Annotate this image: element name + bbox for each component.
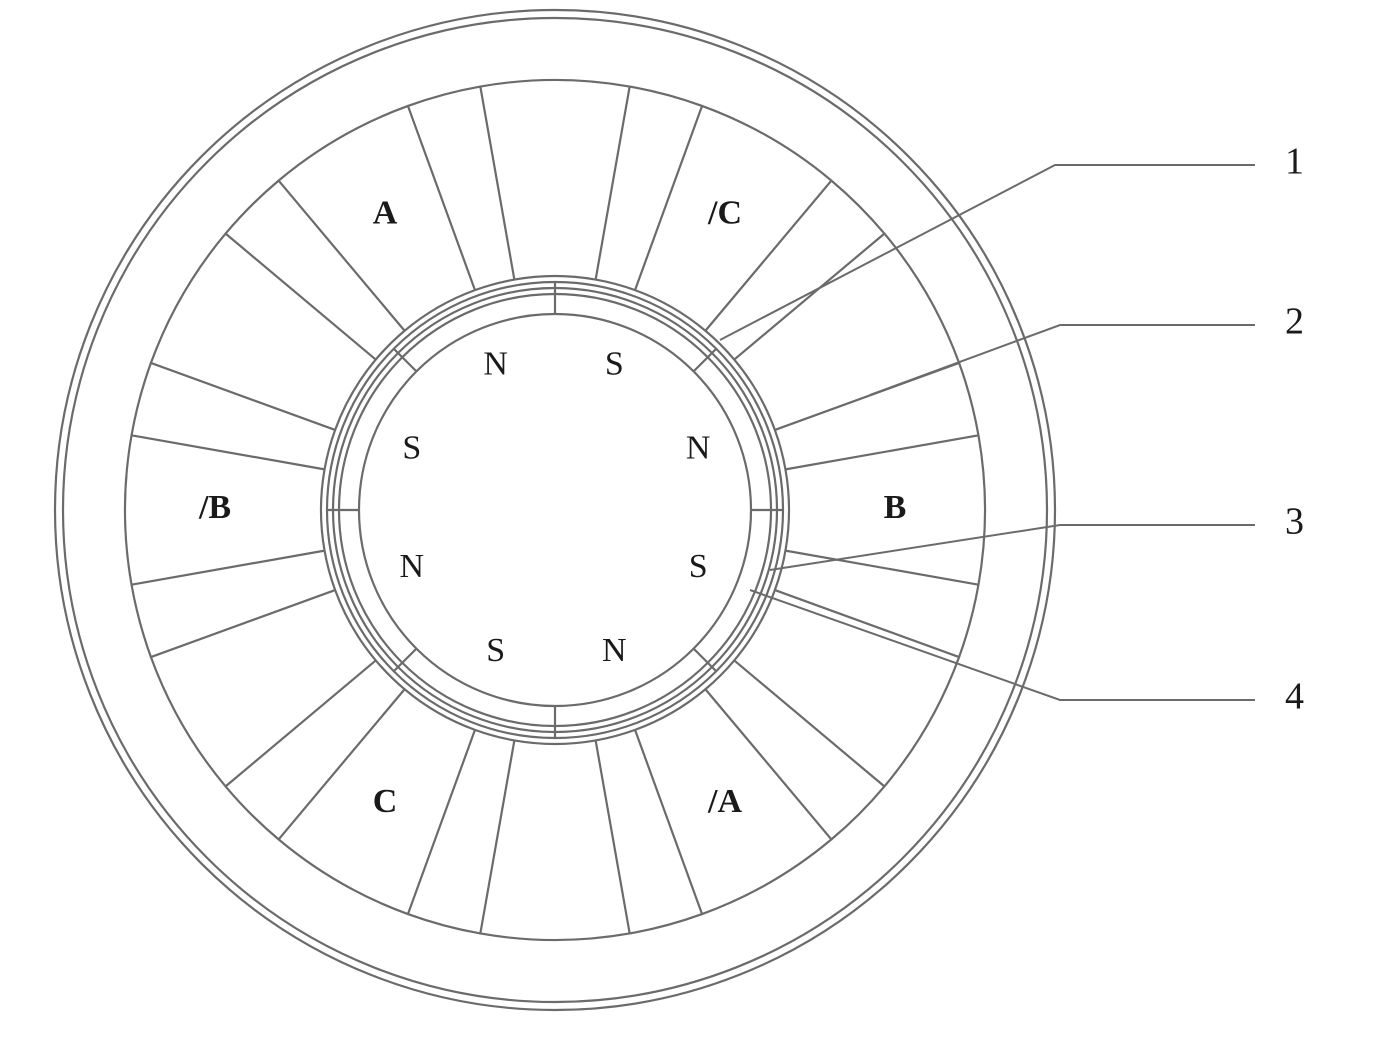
- stator-slot: [151, 234, 376, 430]
- winding-label: A: [373, 194, 398, 231]
- stator-tooth-root: [132, 585, 151, 657]
- stator-tooth-root: [226, 181, 279, 234]
- callout-number: 2: [1285, 301, 1304, 343]
- stator-tooth-root: [959, 363, 978, 435]
- stator-tooth-tip: [475, 280, 514, 291]
- winding-label: B: [884, 489, 907, 526]
- rotor-pole-divider: [694, 649, 717, 672]
- stator-tooth-tip: [775, 430, 786, 469]
- stator-tooth-tip: [325, 551, 336, 590]
- stator-slot: [480, 80, 629, 280]
- pole-label: S: [605, 346, 624, 383]
- stator-tooth-root: [959, 585, 978, 657]
- pole-label: N: [686, 429, 711, 466]
- stator-tooth-root: [831, 786, 884, 839]
- stator-tooth-root: [630, 87, 702, 106]
- stator-tooth-tip: [596, 280, 635, 291]
- callout-leader: [770, 525, 1255, 570]
- rotor-pole-divider: [394, 349, 417, 372]
- stator-tooth-tip: [775, 551, 786, 590]
- stator-slot: [734, 234, 959, 430]
- stator-tooth-root: [132, 363, 151, 435]
- motor-diagram: 1 2 3 4 A/C B/A C/B S N S N S N S N: [0, 0, 1391, 1041]
- stator-tooth-root: [408, 87, 480, 106]
- stator-core: [125, 80, 985, 940]
- stator-tooth-root: [831, 181, 884, 234]
- callout-number: 3: [1285, 501, 1304, 543]
- stator-tooth-root: [630, 914, 702, 933]
- pole-label: S: [486, 632, 505, 669]
- pole-label: N: [483, 346, 508, 383]
- stator-tooth-tip: [325, 430, 336, 469]
- callout-leader: [750, 590, 1255, 700]
- pole-label: S: [402, 429, 421, 466]
- pole-label: S: [689, 548, 708, 585]
- pole-label: N: [602, 632, 627, 669]
- pole-labels: S N S N S N S N: [400, 346, 711, 669]
- stator-slot: [734, 590, 959, 786]
- rotor-pole-divider: [694, 349, 717, 372]
- callout-number: 4: [1285, 676, 1304, 718]
- pole-label: N: [400, 548, 425, 585]
- stator-tooth-tip: [475, 730, 514, 741]
- rotor-pole-divider: [394, 649, 417, 672]
- callouts: 1 2 3 4: [720, 141, 1304, 718]
- stator-slot: [151, 590, 376, 786]
- stator-tooth-root: [226, 786, 279, 839]
- stator-slot: [480, 740, 629, 940]
- stator-tooth-root: [408, 914, 480, 933]
- airgap-ring-3: [359, 314, 751, 706]
- callout-leader: [720, 165, 1255, 340]
- winding-label: /B: [198, 489, 231, 526]
- winding-label: C: [373, 783, 398, 820]
- rotor: [327, 282, 783, 738]
- winding-label: /A: [707, 783, 742, 820]
- winding-label: /C: [707, 194, 742, 231]
- callout-leader: [870, 325, 1255, 395]
- stator-tooth-tip: [596, 730, 635, 741]
- callout-number: 1: [1285, 141, 1304, 183]
